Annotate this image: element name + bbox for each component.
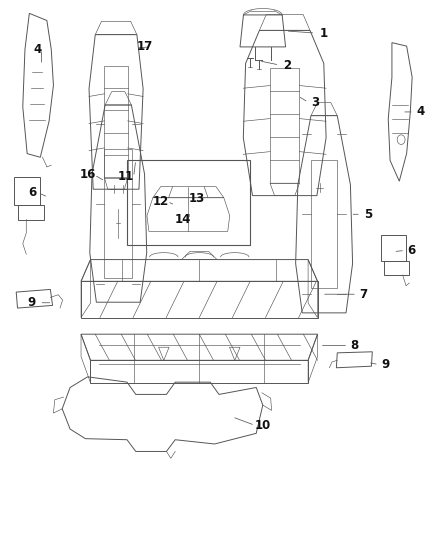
Text: 13: 13: [189, 192, 205, 205]
Text: 14: 14: [175, 213, 191, 226]
Text: 11: 11: [118, 171, 134, 183]
Text: 9: 9: [381, 358, 389, 371]
Text: 12: 12: [153, 195, 170, 208]
Text: 4: 4: [33, 43, 41, 55]
Text: 9: 9: [28, 296, 35, 309]
Text: 2: 2: [283, 59, 291, 71]
Text: 8: 8: [351, 339, 359, 352]
Text: 6: 6: [29, 187, 37, 199]
Text: 16: 16: [79, 168, 96, 181]
Text: 3: 3: [311, 96, 319, 109]
Text: 4: 4: [417, 106, 424, 118]
Text: 6: 6: [408, 244, 416, 257]
Text: 17: 17: [136, 41, 153, 53]
Text: 10: 10: [254, 419, 271, 432]
Text: 7: 7: [360, 288, 367, 301]
Bar: [127, 160, 250, 245]
Text: 5: 5: [364, 208, 372, 221]
Text: 1: 1: [320, 27, 328, 39]
